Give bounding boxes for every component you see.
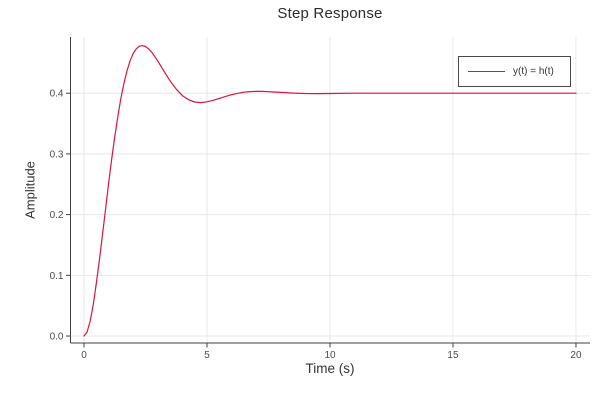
legend-entry-label: y(t) = h(t) xyxy=(513,66,554,77)
x-tick-label: 20 xyxy=(570,350,582,361)
chart-title: Step Response xyxy=(277,5,383,22)
legend-box: y(t) = h(t) xyxy=(458,56,571,87)
y-tick-label: 0.4 xyxy=(50,89,64,100)
tick-marks xyxy=(66,92,577,348)
y-tick-label: 0.0 xyxy=(50,332,64,343)
x-tick-label: 0 xyxy=(81,350,87,361)
y-tick-label: 0.2 xyxy=(50,210,64,221)
tick-labels: 0 5 10 15 20 0.0 0.1 0.2 0.3 0.4 xyxy=(50,89,582,361)
y-axis-label: Amplitude xyxy=(22,161,38,219)
y-tick-label: 0.3 xyxy=(50,149,64,160)
x-axis-label: Time (s) xyxy=(305,361,355,376)
legend-line-sample xyxy=(468,70,505,73)
x-tick-label: 10 xyxy=(324,350,336,361)
series-line xyxy=(83,45,577,337)
x-tick-label: 15 xyxy=(447,350,459,361)
x-tick-label: 5 xyxy=(204,350,210,361)
y-tick-label: 0.1 xyxy=(50,271,64,282)
